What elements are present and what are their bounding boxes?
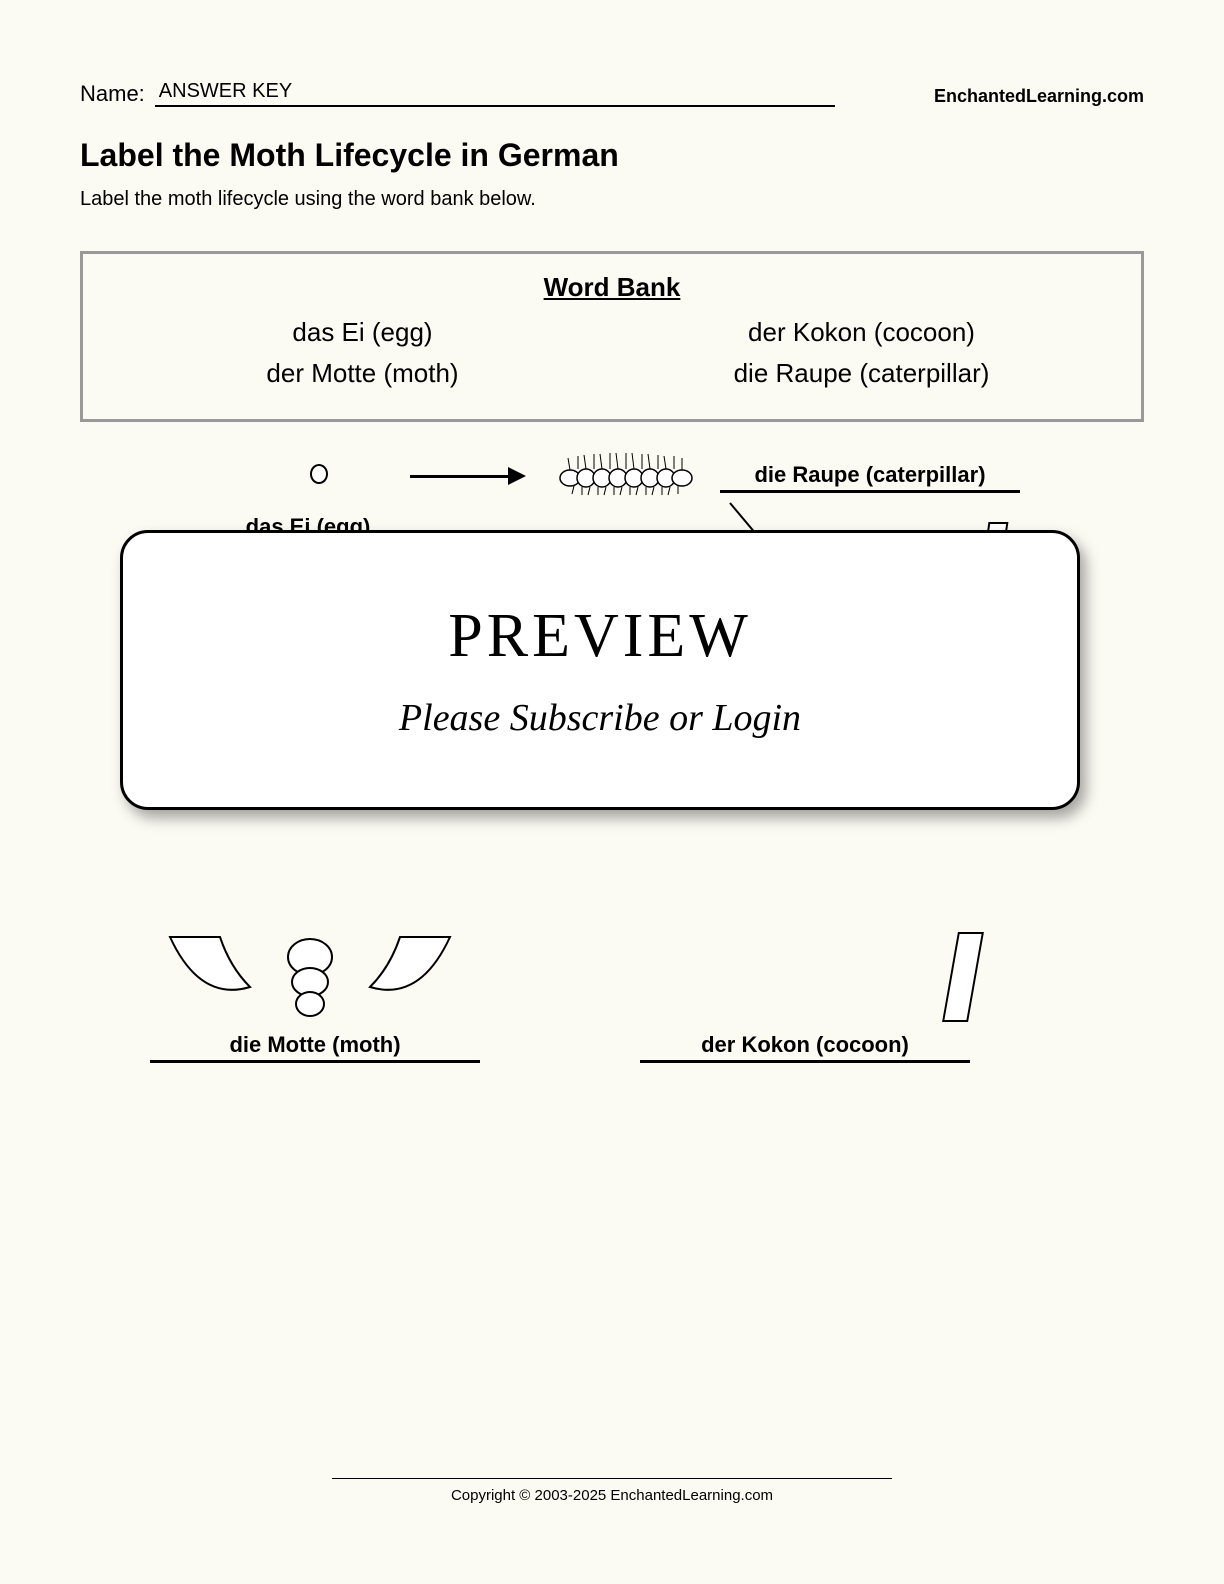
footer-copyright: Copyright © 2003-2025 EnchantedLearning.… xyxy=(451,1487,773,1504)
word-bank: Word Bank das Ei (egg) der Kokon (cocoon… xyxy=(80,251,1144,422)
preview-overlay: PREVIEW Please Subscribe or Login xyxy=(120,530,1080,810)
label-cocoon: der Kokon (cocoon) xyxy=(640,1032,970,1063)
name-value: ANSWER KEY xyxy=(155,80,835,107)
page-title: Label the Moth Lifecycle in German xyxy=(80,137,1144,174)
moth-icon xyxy=(160,932,500,1032)
word-bank-item: die Raupe (caterpillar) xyxy=(612,358,1111,389)
word-bank-item: der Motte (moth) xyxy=(113,358,612,389)
site-name: EnchantedLearning.com xyxy=(934,86,1144,107)
footer: Copyright © 2003-2025 EnchantedLearning.… xyxy=(0,1478,1224,1504)
name-label: Name: xyxy=(80,81,145,107)
word-bank-title: Word Bank xyxy=(113,272,1111,303)
arrow-icon xyxy=(410,470,530,484)
word-bank-item: der Kokon (cocoon) xyxy=(612,317,1111,348)
caterpillar-icon xyxy=(550,448,710,498)
instructions: Label the moth lifecycle using the word … xyxy=(80,188,1144,211)
word-bank-grid: das Ei (egg) der Kokon (cocoon) der Mott… xyxy=(113,317,1111,389)
header-row: Name: ANSWER KEY EnchantedLearning.com xyxy=(80,80,1144,107)
preview-subtitle: Please Subscribe or Login xyxy=(399,696,801,740)
word-bank-item: das Ei (egg) xyxy=(113,317,612,348)
label-moth: die Motte (moth) xyxy=(150,1032,480,1063)
label-caterpillar: die Raupe (caterpillar) xyxy=(720,462,1020,493)
egg-icon xyxy=(310,464,328,484)
footer-divider xyxy=(332,1478,892,1479)
name-line: Name: ANSWER KEY xyxy=(80,80,835,107)
preview-title: PREVIEW xyxy=(448,601,752,672)
cocoon-stick-icon xyxy=(942,932,984,1022)
